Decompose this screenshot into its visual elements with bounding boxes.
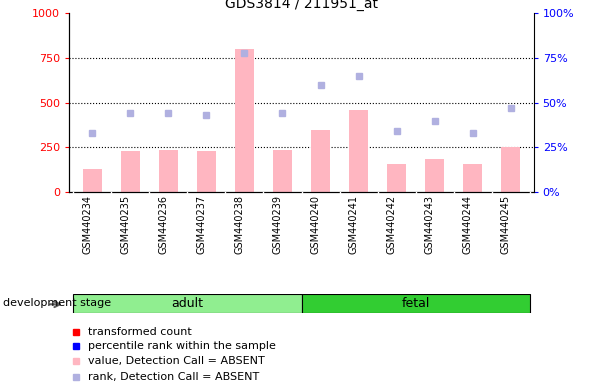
Text: GSM440239: GSM440239 <box>273 195 282 254</box>
Text: GSM440236: GSM440236 <box>159 195 168 254</box>
Text: GSM440243: GSM440243 <box>425 195 435 254</box>
Bar <box>83 169 102 192</box>
Title: GDS3814 / 211951_at: GDS3814 / 211951_at <box>225 0 378 11</box>
Text: value, Detection Call = ABSENT: value, Detection Call = ABSENT <box>88 356 265 366</box>
Bar <box>159 150 178 192</box>
Bar <box>73 294 302 313</box>
Bar <box>311 129 330 192</box>
Text: development stage: development stage <box>3 298 111 308</box>
Text: GSM440241: GSM440241 <box>349 195 359 254</box>
Bar <box>387 164 406 192</box>
Text: transformed count: transformed count <box>88 327 192 337</box>
Text: fetal: fetal <box>402 297 430 310</box>
Bar <box>463 164 482 192</box>
Bar <box>349 110 368 192</box>
Text: GSM440242: GSM440242 <box>387 195 397 254</box>
Bar <box>197 151 216 192</box>
Bar <box>121 151 140 192</box>
Text: GSM440237: GSM440237 <box>197 195 206 254</box>
Text: percentile rank within the sample: percentile rank within the sample <box>88 341 276 351</box>
Text: GSM440240: GSM440240 <box>311 195 321 254</box>
Text: adult: adult <box>171 297 203 310</box>
Text: GSM440234: GSM440234 <box>82 195 92 254</box>
Text: GSM440238: GSM440238 <box>235 195 244 254</box>
Text: GSM440245: GSM440245 <box>501 195 511 254</box>
Bar <box>273 150 292 192</box>
Bar <box>302 294 530 313</box>
Bar <box>235 49 254 192</box>
Text: GSM440235: GSM440235 <box>120 195 130 254</box>
Bar <box>501 147 520 192</box>
Bar <box>425 159 444 192</box>
Text: GSM440244: GSM440244 <box>463 195 473 254</box>
Text: rank, Detection Call = ABSENT: rank, Detection Call = ABSENT <box>88 372 259 382</box>
